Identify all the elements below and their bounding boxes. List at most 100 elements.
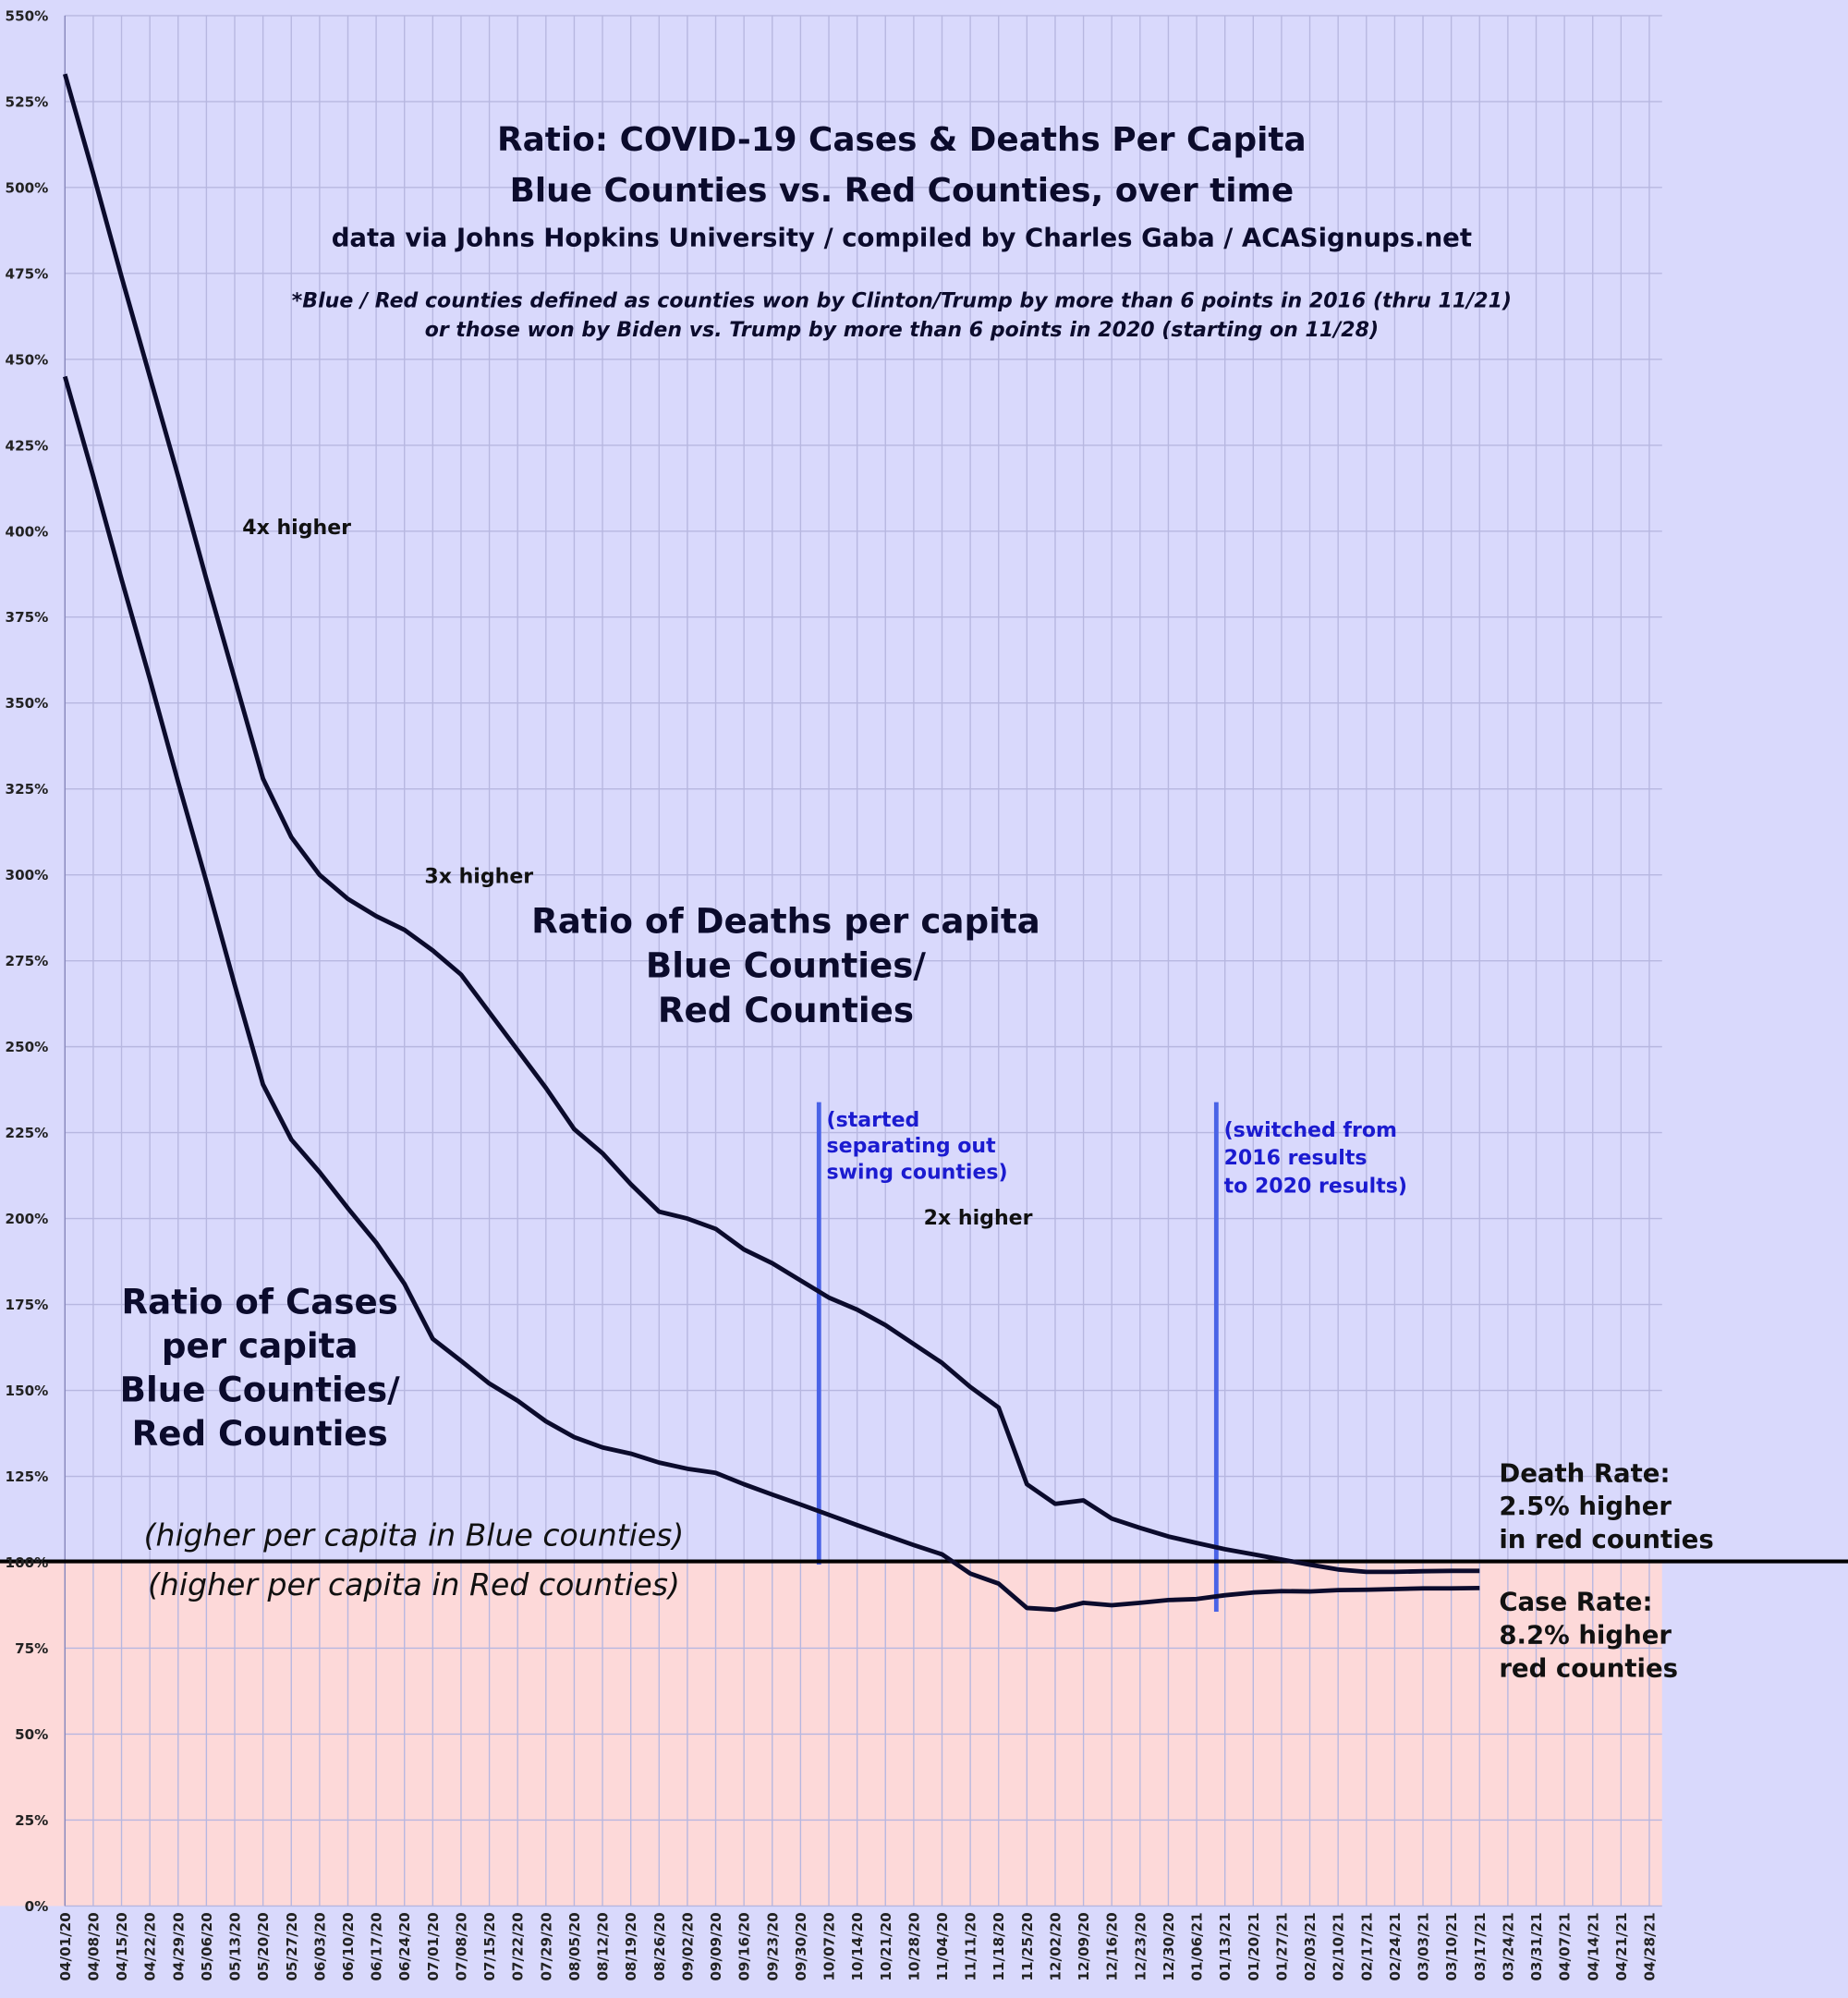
- annotation: Blue Counties/: [120, 1370, 401, 1410]
- x-tick-label: 07/22/20: [510, 1912, 527, 1980]
- annotation: (switched from: [1224, 1119, 1397, 1142]
- annotation: red counties: [1499, 1653, 1678, 1683]
- y-tick-label: 550%: [6, 7, 49, 24]
- x-tick-label: 01/13/21: [1217, 1912, 1234, 1980]
- x-tick-label: 10/28/20: [906, 1912, 922, 1980]
- x-tick-label: 11/04/20: [934, 1912, 951, 1980]
- data-line: [62, 73, 1480, 1575]
- x-tick-label: 12/02/20: [1047, 1912, 1064, 1980]
- x-tick-label: 04/29/20: [170, 1912, 187, 1980]
- x-tick-label: 09/23/20: [764, 1912, 781, 1980]
- x-tick-label: 02/03/21: [1302, 1912, 1319, 1980]
- grid: [64, 15, 1662, 1907]
- x-tick-label: 08/19/20: [623, 1912, 639, 1980]
- x-tick-label: 01/06/21: [1189, 1912, 1206, 1980]
- x-tick-label: 05/20/20: [255, 1912, 272, 1980]
- y-tick-label: 175%: [6, 1297, 49, 1313]
- x-tick-label: 07/08/20: [453, 1912, 469, 1980]
- x-tick-label: 09/02/20: [679, 1912, 696, 1980]
- y-tick-label: 250%: [6, 1039, 49, 1055]
- annotation: 2016 results: [1224, 1147, 1368, 1170]
- y-tick-label: 275%: [6, 953, 49, 969]
- x-tick-label: 09/30/20: [793, 1912, 809, 1980]
- y-tick-label: 525%: [6, 93, 49, 110]
- x-tick-label: 11/18/20: [991, 1912, 1007, 1980]
- x-tick-label: 02/10/21: [1331, 1912, 1347, 1980]
- x-tick-label: 03/03/21: [1416, 1912, 1432, 1980]
- x-tick-label: 04/07/21: [1557, 1912, 1574, 1980]
- y-tick-label: 150%: [6, 1383, 49, 1399]
- y-tick-label: 375%: [6, 609, 49, 626]
- annotation: Red Counties: [132, 1413, 388, 1454]
- x-tick-label: 12/30/20: [1161, 1912, 1177, 1980]
- x-tick-label: 11/25/20: [1019, 1912, 1036, 1980]
- x-tick-label: 04/22/20: [142, 1912, 159, 1980]
- x-tick-label: 05/13/20: [227, 1912, 244, 1980]
- y-tick-label: 125%: [6, 1468, 49, 1485]
- annotation: in red counties: [1499, 1525, 1713, 1554]
- y-tick-label: 200%: [6, 1211, 49, 1227]
- x-tick-label: 04/21/21: [1613, 1912, 1630, 1980]
- annotation: 4x higher: [242, 517, 351, 540]
- y-tick-label: 225%: [6, 1125, 49, 1141]
- plot: [62, 73, 1480, 1613]
- x-tick-label: 02/24/21: [1387, 1912, 1404, 1980]
- y-tick-label: 300%: [6, 867, 49, 883]
- annotation: Case Rate:: [1499, 1588, 1652, 1617]
- x-tick-label: 08/26/20: [651, 1912, 668, 1980]
- annotation: separating out: [827, 1135, 997, 1158]
- x-tick-label: 08/05/20: [566, 1912, 583, 1980]
- x-tick-label: 07/15/20: [481, 1912, 498, 1980]
- annotation: 3x higher: [424, 866, 533, 889]
- annotation: Ratio: COVID-19 Cases & Deaths Per Capit…: [497, 121, 1307, 159]
- annotation: Ratio of Cases: [121, 1281, 397, 1322]
- labels: 0% 25% 50% 75% 100% 125% 150% 175% 200% 225% 250% 2…: [6, 7, 1714, 1980]
- annotation: (higher per capita in Blue counties): [144, 1517, 685, 1553]
- y-tick-label: 450%: [6, 351, 49, 368]
- x-tick-label: 04/15/20: [114, 1912, 130, 1980]
- x-tick-label: 05/27/20: [284, 1912, 300, 1980]
- annotation: 8.2% higher: [1499, 1620, 1672, 1650]
- x-tick-label: 06/24/20: [396, 1912, 413, 1980]
- x-tick-label: 04/14/21: [1585, 1912, 1601, 1980]
- annotation: *Blue / Red counties defined as counties…: [292, 290, 1512, 313]
- x-tick-label: 06/10/20: [340, 1912, 357, 1980]
- x-tick-label: 07/29/20: [538, 1912, 554, 1980]
- x-tick-label: 02/17/21: [1358, 1912, 1375, 1980]
- annotation: to 2020 results): [1224, 1176, 1407, 1199]
- y-tick-label: 100%: [6, 1554, 49, 1571]
- y-tick-label: 0%: [25, 1898, 49, 1915]
- annotation: or those won by Biden vs. Trump by more …: [425, 319, 1379, 342]
- x-tick-label: 03/17/21: [1472, 1912, 1489, 1980]
- y-tick-label: 25%: [15, 1812, 48, 1829]
- x-tick-label: 10/21/20: [878, 1912, 894, 1980]
- x-tick-label: 04/01/20: [57, 1912, 74, 1980]
- x-tick-label: 05/06/20: [199, 1912, 215, 1980]
- x-tick-label: 01/20/21: [1246, 1912, 1262, 1980]
- y-tick-label: 50%: [15, 1726, 48, 1743]
- x-tick-label: 09/16/20: [736, 1912, 753, 1980]
- x-tick-label: 09/09/20: [708, 1912, 724, 1980]
- annotation: Blue Counties vs. Red Counties, over tim…: [510, 172, 1295, 210]
- annotation: per capita: [162, 1325, 359, 1366]
- x-tick-label: 10/07/20: [821, 1912, 838, 1980]
- x-tick-label: 04/08/20: [85, 1912, 102, 1980]
- annotation: Death Rate:: [1499, 1458, 1670, 1488]
- x-tick-label: 03/24/21: [1500, 1912, 1516, 1980]
- x-tick-label: 04/28/21: [1641, 1912, 1658, 1980]
- annotation: data via Johns Hopkins University / comp…: [332, 223, 1472, 252]
- x-tick-label: 06/17/20: [369, 1912, 385, 1980]
- annotation: Blue Counties/: [646, 945, 927, 986]
- x-tick-label: 11/11/20: [963, 1912, 979, 1980]
- y-tick-label: 500%: [6, 179, 49, 196]
- y-tick-label: 475%: [6, 265, 49, 282]
- x-tick-label: 08/12/20: [595, 1912, 612, 1980]
- annotation: 2x higher: [924, 1207, 1033, 1230]
- x-tick-label: 12/09/20: [1076, 1912, 1092, 1980]
- x-tick-label: 10/14/20: [849, 1912, 866, 1980]
- y-tick-label: 400%: [6, 523, 49, 540]
- x-tick-label: 12/16/20: [1104, 1912, 1121, 1980]
- x-tick-label: 03/10/21: [1443, 1912, 1460, 1980]
